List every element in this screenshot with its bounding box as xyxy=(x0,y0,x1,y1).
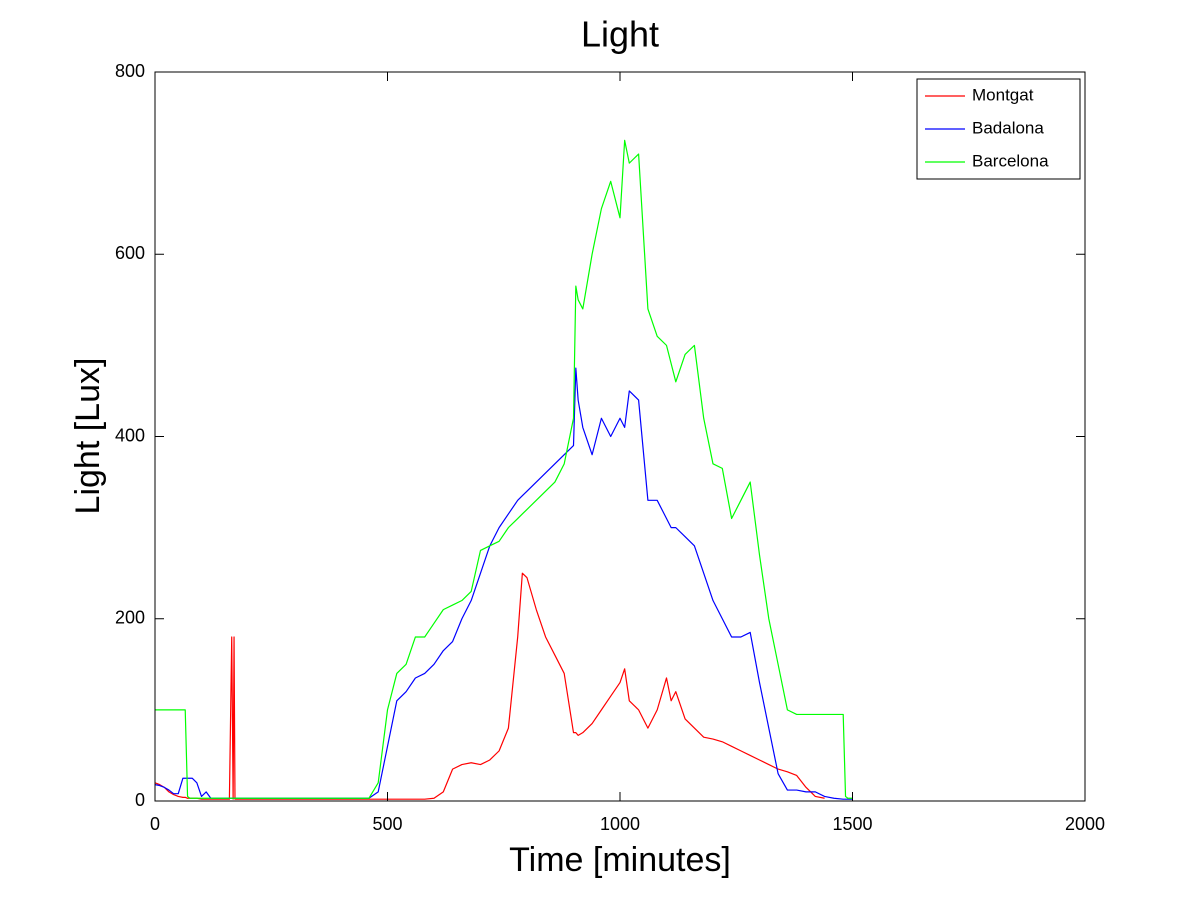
y-tick-label: 800 xyxy=(115,61,145,81)
y-tick-label: 200 xyxy=(115,608,145,628)
legend-label: Montgat xyxy=(972,85,1034,104)
x-tick-label: 2000 xyxy=(1065,814,1105,834)
x-tick-label: 1500 xyxy=(832,814,872,834)
legend-label: Badalona xyxy=(972,118,1044,137)
chart-title: Light xyxy=(581,14,659,55)
x-tick-label: 0 xyxy=(150,814,160,834)
legend: Montgat Badalona Barcelona xyxy=(916,78,1081,180)
x-axis-label: Time [minutes] xyxy=(509,841,731,879)
y-axis-label: Light [Lux] xyxy=(69,358,107,515)
y-tick-label: 600 xyxy=(115,243,145,263)
series-line xyxy=(154,572,825,800)
x-tick-label: 500 xyxy=(372,814,402,834)
legend-label: Barcelona xyxy=(972,151,1049,170)
x-tick-label: 1000 xyxy=(600,814,640,834)
y-tick-label: 0 xyxy=(135,790,145,810)
plot-area xyxy=(154,139,853,800)
series-line xyxy=(155,139,853,799)
y-tick-label: 400 xyxy=(115,425,145,445)
